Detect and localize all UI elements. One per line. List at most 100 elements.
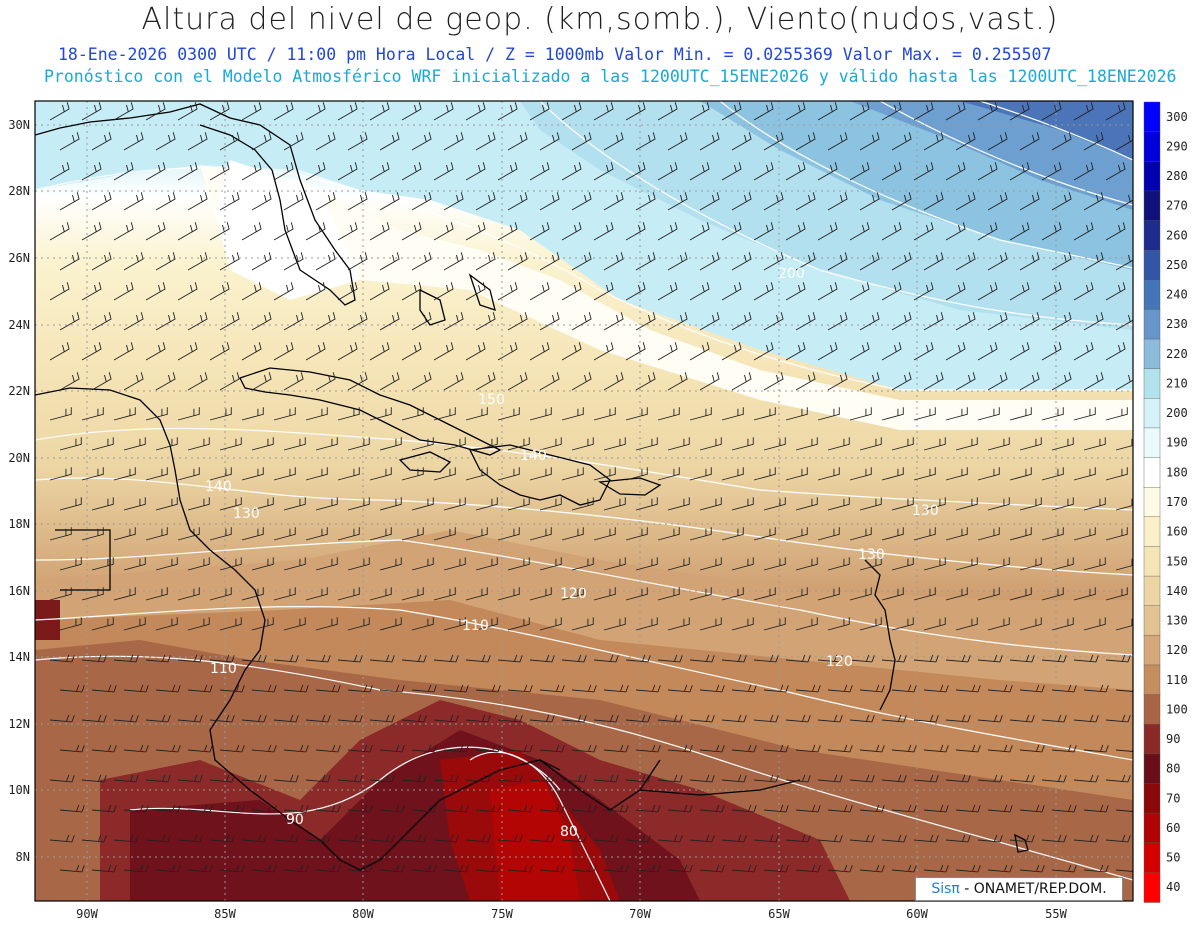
wind-barb [1083, 437, 1106, 451]
wind-barb [603, 312, 624, 331]
wind-barb [497, 467, 520, 481]
wind-barb [657, 774, 683, 783]
wind-barb [795, 744, 821, 753]
wind-barb [913, 342, 934, 361]
colorbar-swatch [1143, 664, 1161, 696]
wind-barb [859, 744, 885, 753]
wind-barb [689, 342, 710, 361]
wind-barb [475, 617, 498, 631]
wind-barb [955, 497, 978, 511]
wind-barb [433, 654, 459, 663]
wind-barb [113, 527, 136, 541]
wind-barb [635, 804, 661, 813]
wind-barb [657, 222, 678, 241]
wind-barb [401, 714, 427, 723]
wind-barb [155, 252, 176, 271]
wind-barb [945, 714, 971, 723]
wind-barb [401, 222, 422, 241]
wind-barb [315, 312, 336, 331]
wind-barb [219, 252, 240, 271]
wind-barb [1051, 684, 1077, 693]
wind-barb [369, 407, 392, 421]
wind-barb [945, 407, 968, 421]
wind-barb [1019, 312, 1040, 331]
wind-barb [315, 497, 338, 511]
wind-barb [1115, 498, 1133, 511]
wind-barb [977, 342, 998, 361]
wind-barb [977, 102, 998, 121]
wind-barb [657, 654, 683, 663]
wind-barb [145, 834, 171, 843]
wind-barb [49, 587, 72, 601]
wind-barb [1009, 714, 1035, 723]
wind-barb [1009, 407, 1032, 421]
wind-barb [465, 714, 491, 723]
wind-barb [411, 312, 432, 331]
wind-barb [241, 162, 262, 181]
wind-barb [219, 744, 245, 753]
wind-barb [369, 774, 395, 783]
wind-barb [635, 372, 656, 391]
wind-barb [571, 372, 592, 391]
wind-barb [1041, 282, 1062, 301]
wind-barb [91, 312, 112, 331]
colorbar-swatch [1143, 605, 1161, 637]
wind-barb [699, 497, 722, 511]
wind-barb [1105, 162, 1126, 181]
wind-barb [497, 774, 523, 783]
wind-barb [465, 587, 488, 601]
wind-barb [625, 714, 651, 723]
wind-barb [539, 132, 560, 151]
wind-barb [283, 312, 304, 331]
wind-barb [219, 864, 245, 873]
colorbar-swatch [1143, 842, 1161, 874]
wind-barb [1083, 557, 1106, 571]
wind-barb [859, 437, 882, 451]
wind-barb [337, 282, 358, 301]
lat-label: 14N [8, 650, 30, 664]
wind-barb [123, 684, 149, 693]
wind-barb [369, 342, 390, 361]
wind-barb [1105, 282, 1126, 301]
credit-box: Sisπ - ONAMET/REP.DOM. [915, 877, 1123, 901]
wind-barb [699, 372, 720, 391]
wind-barb [667, 617, 690, 631]
wind-barb [305, 654, 331, 663]
wind-barb [881, 834, 907, 843]
wind-barb [209, 102, 230, 121]
wind-barb [177, 282, 198, 301]
credit-text: - ONAMET/REP.DOM. [959, 881, 1107, 897]
wind-barb [251, 312, 272, 331]
wind-barb [283, 744, 309, 753]
wind-barb [433, 407, 456, 421]
lat-label: 8N [16, 850, 30, 864]
contour-label: 120 [560, 586, 587, 602]
wind-barb [337, 467, 360, 481]
wind-barb [187, 252, 208, 271]
wind-barb [923, 497, 946, 511]
wind-barb [891, 684, 917, 693]
wind-barb [283, 252, 304, 271]
wind-barb [849, 407, 872, 421]
colorbar-label: 190 [1166, 436, 1188, 450]
wind-barb [379, 132, 400, 151]
wind-barb [1115, 558, 1133, 571]
wind-barb [507, 497, 530, 511]
wind-barb [731, 312, 752, 331]
wind-barb [347, 557, 370, 571]
colorbar-swatch [1143, 724, 1161, 755]
lon-label: 65W [768, 907, 790, 921]
wind-barb [347, 864, 373, 873]
wind-barb [507, 804, 533, 813]
colorbar-label: 40 [1166, 880, 1180, 894]
wind-barb [347, 497, 370, 511]
wind-barb [497, 654, 523, 663]
wind-barb [859, 252, 880, 271]
wind-barb [187, 684, 213, 693]
wind-barb [795, 804, 821, 813]
wind-barb [1051, 192, 1072, 211]
wind-barb [977, 587, 1000, 601]
wind-barb [1051, 744, 1077, 753]
wind-barb [753, 282, 774, 301]
wind-barb [1105, 467, 1128, 481]
